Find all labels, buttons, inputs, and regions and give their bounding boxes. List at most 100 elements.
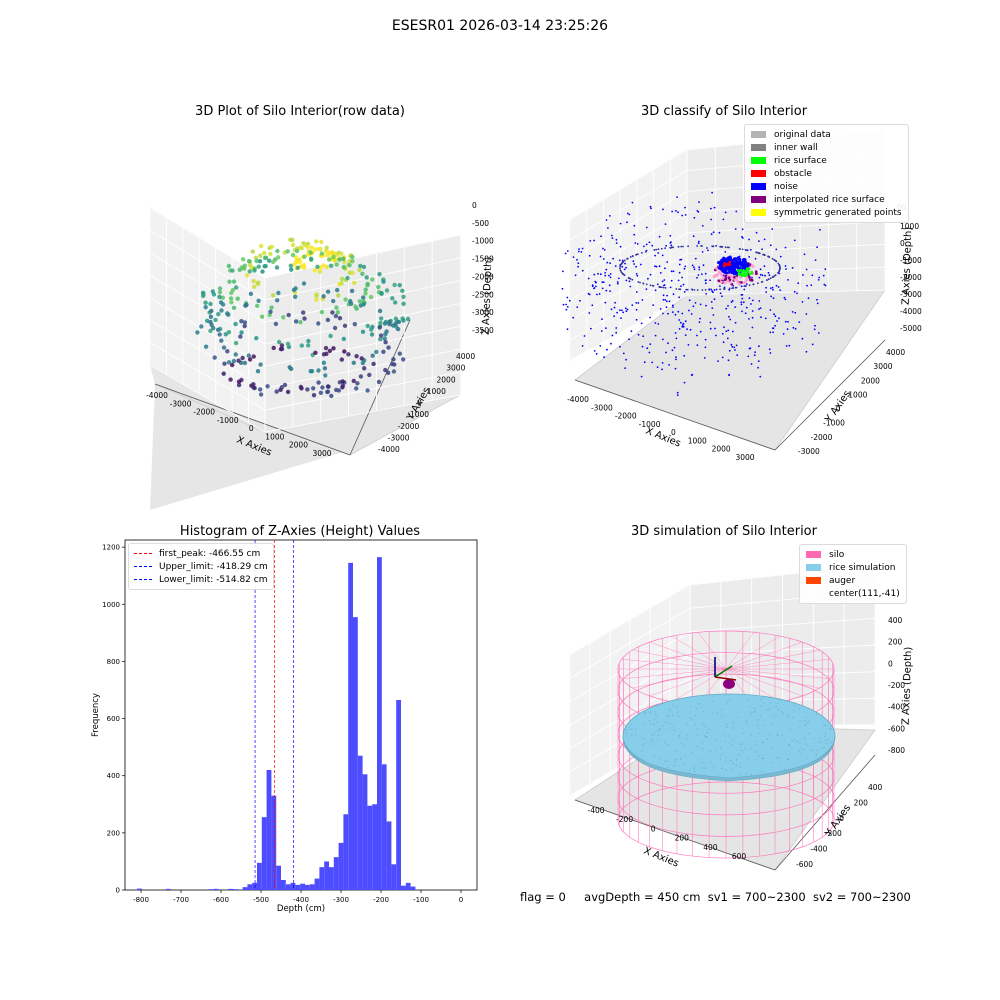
- classify-noise-point: [613, 315, 615, 318]
- classify-noise-point: [682, 283, 685, 286]
- histogram-legend-entry: Lower_limit: -514.82 cm: [134, 573, 268, 586]
- histogram-bar: [247, 884, 253, 890]
- classify-wall-point: [719, 245, 722, 248]
- raw-point: [314, 297, 319, 302]
- rice-mesh-point: [804, 737, 806, 739]
- rice-mesh-point: [757, 719, 759, 721]
- classify-cluster-point: [743, 260, 747, 264]
- rice-mesh-point: [827, 739, 829, 741]
- classify-noise-point: [626, 308, 629, 311]
- silo-spoke: [725, 658, 831, 670]
- classify-noise-point: [749, 248, 752, 251]
- classify-noise-point: [588, 254, 591, 257]
- classify-noise-point: [803, 253, 806, 256]
- raw-point: [306, 338, 311, 344]
- rice-mesh-point: [782, 712, 784, 714]
- classify-gridline: [569, 211, 688, 281]
- classify-legend-label: original data: [774, 129, 831, 140]
- raw-point: [377, 325, 382, 330]
- raw-point: [220, 302, 226, 307]
- classify-noise-point: [710, 288, 712, 291]
- classify-noise-point: [615, 331, 618, 334]
- classify-noise-point: [565, 303, 567, 306]
- classify-noise-point: [633, 263, 635, 265]
- classify-noise-point: [776, 320, 778, 322]
- histogram-y-tick-label: 200: [107, 829, 120, 837]
- raw-point: [240, 257, 246, 262]
- histogram-bar: [377, 557, 382, 890]
- classify-plot-title: 3D classify of Silo Interior: [640, 104, 808, 119]
- rice-mesh-point: [702, 711, 704, 713]
- classify-noise-point: [693, 268, 696, 271]
- classify-noise-point: [610, 308, 613, 311]
- classify-noise-point: [630, 330, 633, 333]
- classify-interpolated-point: [727, 276, 731, 280]
- raw-point: [211, 325, 216, 331]
- classify-x-tick-label: 0: [671, 428, 676, 437]
- raw-point: [240, 355, 245, 361]
- rice-mesh-point: [724, 740, 727, 742]
- classify-wall-point: [777, 262, 780, 265]
- raw-point: [324, 351, 329, 356]
- classify-noise-point: [732, 285, 735, 287]
- rice-mesh-point: [754, 711, 757, 713]
- histogram-bar: [372, 804, 377, 890]
- rice-mesh-point: [799, 707, 801, 709]
- classify-noise-point: [603, 356, 605, 359]
- classify-noise-point: [792, 326, 795, 329]
- classify-noise-point: [662, 298, 665, 301]
- classify-noise-point: [791, 267, 794, 269]
- classify-noise-point: [572, 256, 575, 258]
- classify-noise-point: [654, 265, 656, 268]
- classify-noise-point: [729, 318, 732, 321]
- rice-mesh-point: [728, 735, 730, 737]
- rice-mesh-point: [731, 739, 733, 741]
- classify-noise-point: [674, 367, 677, 370]
- rice-mesh-point: [725, 760, 727, 762]
- rice-mesh-point: [698, 703, 700, 705]
- flag-value: flag = 0: [520, 890, 566, 904]
- raw-gridline: [149, 274, 266, 345]
- raw-point: [203, 300, 208, 305]
- classify-obstacle-point: [723, 262, 726, 265]
- classify-noise-point: [704, 282, 707, 285]
- raw-gridline: [264, 234, 461, 279]
- classify-noise-point: [758, 345, 760, 348]
- rice-mesh-point: [683, 755, 685, 757]
- classify-noise-point: [609, 290, 611, 292]
- classify-noise-point: [749, 337, 751, 339]
- classify-legend-entry: obstacle: [751, 167, 902, 180]
- classify-noise-point: [624, 307, 627, 310]
- raw-point: [260, 269, 265, 274]
- raw-z-tick-label: -500: [472, 219, 489, 228]
- classify-noise-point: [676, 196, 678, 198]
- raw-point: [244, 273, 250, 278]
- histogram-x-tick-label: -600: [213, 896, 229, 904]
- raw-point: [212, 355, 217, 360]
- raw-point: [374, 349, 379, 355]
- rice-mesh-point: [737, 716, 739, 718]
- rice-mesh-point: [726, 726, 728, 728]
- classify-noise-point: [769, 352, 772, 354]
- rice-mesh-point: [761, 758, 763, 760]
- simulation-y-tick-label: -600: [796, 860, 813, 869]
- classify-rice-surface-point: [745, 273, 748, 276]
- classify-wall-point: [693, 289, 696, 291]
- rice-mesh-point: [746, 722, 748, 724]
- raw-point: [222, 361, 227, 366]
- classify-noise-point: [715, 288, 718, 291]
- rice-mesh-point: [735, 759, 738, 761]
- classify-noise-point: [594, 280, 597, 283]
- classify-wall-point: [704, 289, 707, 291]
- rice-mesh-point: [791, 740, 793, 742]
- classify-noise-point: [683, 381, 686, 384]
- classify-wall-point: [619, 269, 622, 272]
- raw-point: [377, 272, 382, 277]
- rice-mesh-point: [659, 757, 662, 759]
- classify-noise-point: [647, 277, 649, 280]
- classify-noise-point: [774, 315, 777, 318]
- simulation-legend: silo rice simulation auger center(111,-41): [799, 544, 907, 604]
- rice-mesh-point: [767, 709, 769, 711]
- raw-point: [295, 265, 300, 270]
- raw-point: [219, 308, 224, 313]
